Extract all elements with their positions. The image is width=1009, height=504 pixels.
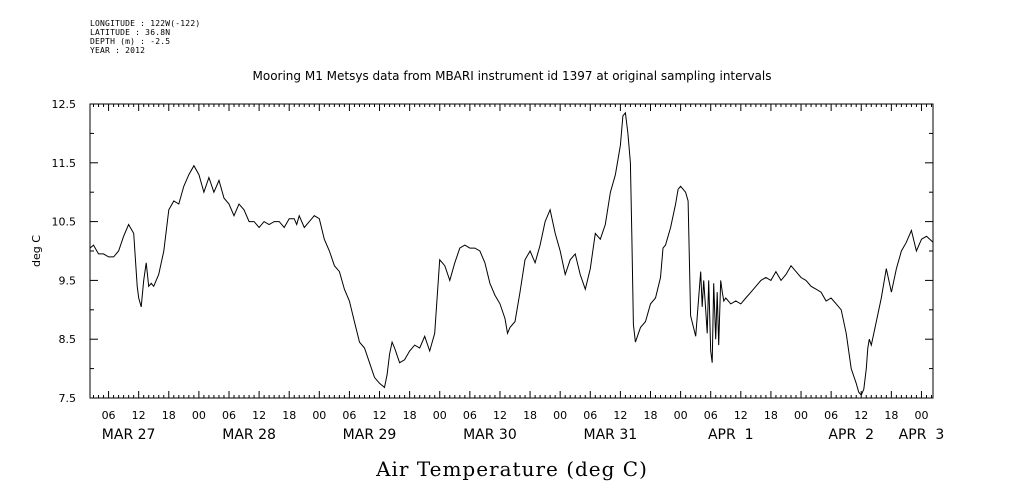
x-tick-label: 18 — [282, 409, 296, 422]
x-tick-label: 06 — [824, 409, 838, 422]
y-axis-label: deg C — [30, 235, 43, 267]
x-tick-label: 00 — [433, 409, 447, 422]
y-tick-label: 7.5 — [59, 392, 77, 405]
year-text: YEAR : 2012 — [90, 46, 146, 55]
plot-frame — [89, 103, 934, 399]
date-labels: MAR 27 MAR 28 MAR 29 MAR 30 MAR 31 APR 1 APR 2… — [102, 427, 944, 443]
x-tick-label: 06 — [102, 409, 116, 422]
x-tick-label: 00 — [674, 409, 688, 422]
x-tick-label: 18 — [523, 409, 537, 422]
longitude-text: LONGITUDE : 122W(-122) — [90, 19, 201, 28]
x-tick-label: 00 — [312, 409, 326, 422]
y-tick-label: 11.5 — [52, 157, 77, 170]
x-tick-label: 00 — [914, 409, 928, 422]
x-tick-label: 12 — [854, 409, 868, 422]
y-tick-label: 12.5 — [52, 98, 77, 111]
x-tick-label: 06 — [583, 409, 597, 422]
x-tick-label: 06 — [342, 409, 356, 422]
x-tick-labels: 06 12 18 00 06 12 18 00 06 12 18 00 06 12 18 00 06 12 18 00… — [102, 409, 929, 422]
latitude-text: LATITUDE : 36.8N — [90, 28, 171, 37]
x-tick-label: 18 — [764, 409, 778, 422]
date-label: APR 2 — [828, 427, 874, 443]
x-tick-label: 18 — [403, 409, 417, 422]
x-tick-label: 00 — [553, 409, 567, 422]
x-tick-label: 06 — [222, 409, 236, 422]
y-tick-label: 10.5 — [52, 216, 77, 229]
x-tick-label: 12 — [373, 409, 387, 422]
y-tick-labels: 12.5 11.5 10.5 9.5 8.5 7.5 — [52, 98, 77, 405]
x-tick-label: 00 — [794, 409, 808, 422]
date-label: MAR 27 — [102, 427, 156, 443]
x-axis-label: Air Temperature (deg C) — [375, 457, 648, 481]
date-label: APR 1 — [708, 427, 754, 443]
chart-title: Mooring M1 Metsys data from MBARI instru… — [253, 69, 772, 83]
x-tick-label: 06 — [463, 409, 477, 422]
axis-ticks — [90, 103, 933, 399]
metadata-block: LONGITUDE : 122W(-122) LATITUDE : 36.8N … — [90, 19, 200, 55]
y-tick-label: 8.5 — [59, 333, 77, 346]
depth-text: DEPTH (m) : -2.5 — [90, 37, 171, 46]
x-tick-label: 18 — [643, 409, 657, 422]
date-label: MAR 29 — [343, 427, 397, 443]
x-tick-label: 12 — [613, 409, 627, 422]
x-tick-label: 12 — [493, 409, 507, 422]
x-tick-label: 00 — [192, 409, 206, 422]
date-label: MAR 31 — [584, 427, 638, 443]
x-tick-label: 12 — [734, 409, 748, 422]
air-temperature-line — [89, 111, 934, 397]
x-tick-label: 18 — [162, 409, 176, 422]
y-tick-label: 9.5 — [59, 274, 77, 287]
x-tick-label: 06 — [704, 409, 718, 422]
date-label: MAR 30 — [463, 427, 517, 443]
x-tick-label: 12 — [132, 409, 146, 422]
date-label: APR 3 — [899, 427, 945, 443]
x-tick-label: 18 — [884, 409, 898, 422]
x-tick-label: 12 — [252, 409, 266, 422]
date-label: MAR 28 — [222, 427, 276, 443]
